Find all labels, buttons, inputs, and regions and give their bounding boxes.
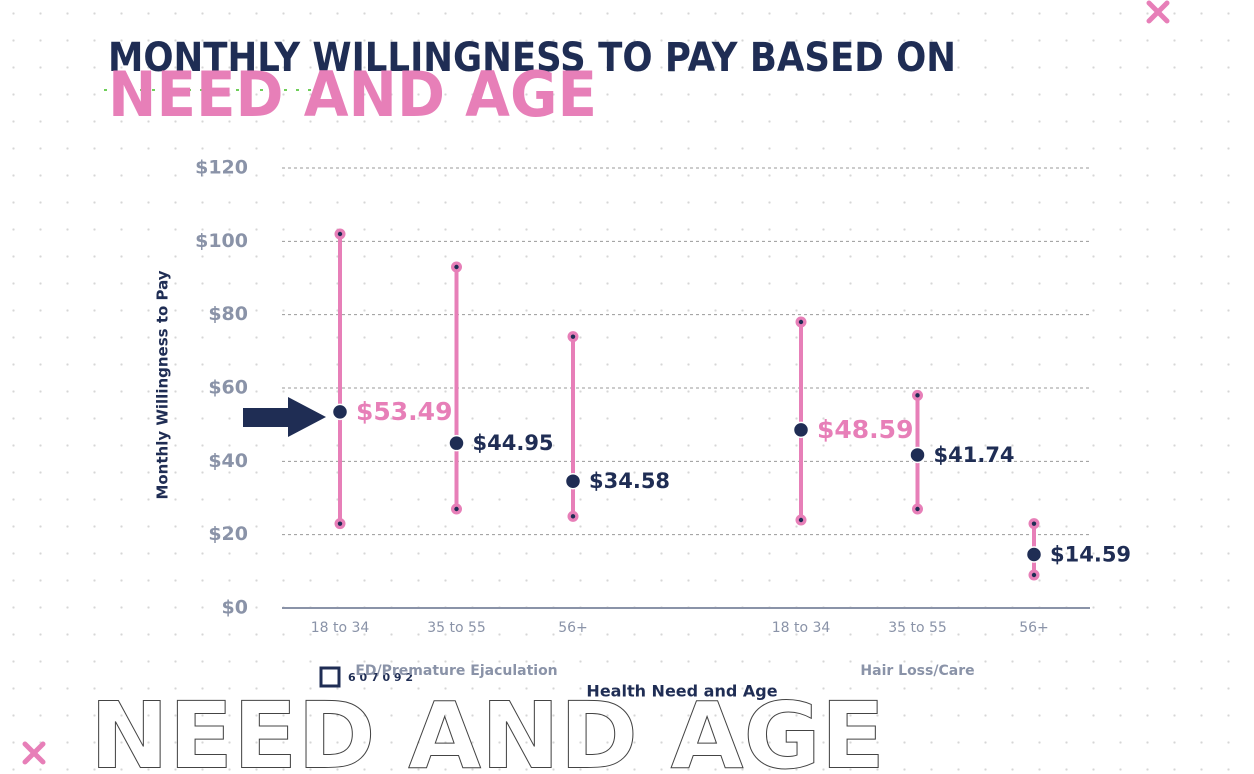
- y-tick-label: $120: [195, 157, 248, 179]
- range-end-core: [454, 264, 459, 270]
- chart-subtitle: NEED AND AGE: [108, 58, 597, 131]
- y-tick-label: $100: [195, 230, 248, 252]
- range-end-core: [915, 506, 920, 512]
- x-tick-label: 56+: [1019, 620, 1049, 636]
- range-end-core: [337, 521, 343, 526]
- value-label: $48.59: [817, 415, 913, 444]
- x-tick-label: 35 to 55: [888, 620, 947, 636]
- mean-dot: [1025, 546, 1043, 563]
- arrow: [243, 397, 326, 437]
- x-tick-label: 56+: [558, 620, 588, 636]
- range-end-core: [454, 506, 459, 512]
- group-label: Hair Loss/Care: [860, 663, 974, 679]
- y-axis-label: Monthly Willingness to Pay: [154, 270, 172, 499]
- decor-x: [22, 0, 1170, 765]
- value-label: $34.58: [589, 469, 670, 493]
- range-end-core: [1031, 572, 1037, 578]
- value-label: $44.95: [473, 431, 554, 455]
- range-end-core: [798, 517, 804, 523]
- y-tick-label: $20: [208, 523, 248, 545]
- mean-dot: [448, 434, 465, 452]
- code-text: 6 0 7 0 9 2: [348, 671, 413, 684]
- y-tick-label: $0: [222, 597, 248, 619]
- range-end-core: [337, 231, 343, 237]
- range-end-core: [570, 334, 576, 339]
- y-tick-label: $40: [208, 450, 248, 472]
- background-text: NEED AND AGE: [90, 682, 885, 774]
- value-label: $41.74: [934, 443, 1015, 467]
- mean-dot: [331, 403, 349, 421]
- range-end-core: [798, 319, 804, 325]
- value-label: $14.59: [1050, 543, 1131, 567]
- range-end-core: [570, 514, 576, 519]
- value-label: $53.49: [356, 397, 452, 426]
- mean-dot: [564, 472, 582, 490]
- y-tick-label: $80: [208, 303, 248, 325]
- x-axis-label: Health Need and Age: [586, 682, 777, 701]
- x-tick-label: 18 to 34: [772, 620, 831, 636]
- code-box: [319, 666, 341, 688]
- group-label: ED/Premature Ejaculation: [355, 663, 557, 679]
- x-tick-label: 18 to 34: [311, 620, 370, 636]
- range-end-core: [915, 393, 920, 398]
- mean-dot: [909, 446, 926, 464]
- range-end-core: [1031, 521, 1037, 526]
- y-tick-label: $60: [208, 377, 248, 399]
- chart-title: MONTHLY WILLINGNESS TO PAY BASED ON: [108, 35, 956, 81]
- mean-dot: [792, 421, 810, 439]
- x-tick-label: 35 to 55: [427, 620, 486, 636]
